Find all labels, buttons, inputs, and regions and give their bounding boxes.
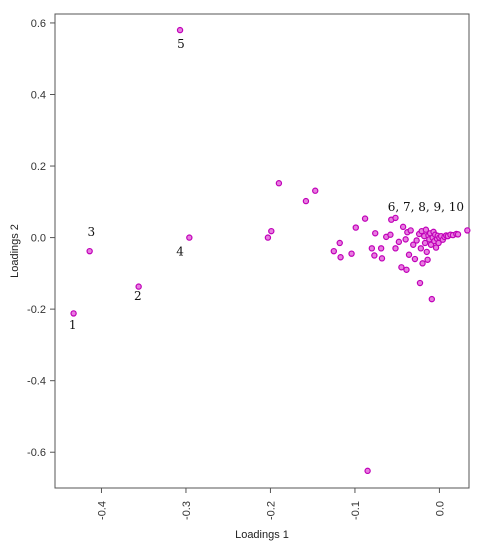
y-axis-title: Loadings 2 — [9, 224, 21, 278]
data-point — [399, 223, 407, 231]
data-point — [352, 224, 359, 231]
point-annotation: 1 — [69, 318, 77, 332]
data-point — [364, 467, 371, 475]
data-point — [368, 245, 376, 252]
data-point — [371, 252, 378, 259]
point-annotations: 1 2 3 4 5 6, 7, 8, 9, 10 — [69, 37, 464, 332]
data-point — [186, 234, 193, 241]
data-point — [361, 215, 369, 222]
data-point — [421, 239, 429, 247]
point-annotation: 6, 7, 8, 9, 10 — [388, 200, 464, 214]
data-point — [407, 227, 414, 234]
y-tick-label: -0.2 — [27, 304, 46, 316]
data-points — [70, 26, 471, 475]
data-point — [405, 251, 413, 258]
y-tick-label: 0.0 — [31, 233, 46, 245]
data-point — [377, 245, 385, 252]
data-point — [275, 180, 283, 187]
data-point — [312, 187, 319, 194]
data-point — [372, 230, 379, 237]
data-point — [336, 239, 343, 247]
data-point — [428, 295, 436, 303]
x-tick-label: -0.3 — [181, 501, 193, 520]
data-point — [398, 264, 405, 271]
data-point — [416, 279, 424, 287]
y-tick-label: 0.6 — [31, 18, 46, 30]
data-point — [378, 255, 386, 262]
data-point — [264, 234, 272, 241]
data-point — [422, 226, 430, 233]
data-point — [135, 283, 142, 290]
y-tick-label: -0.6 — [27, 447, 46, 459]
data-point — [392, 214, 399, 222]
data-point — [410, 241, 417, 248]
point-annotation: 5 — [177, 37, 185, 51]
x-axis-title: Loadings 1 — [235, 529, 289, 541]
data-point — [348, 250, 355, 257]
x-tick-label: 0.0 — [434, 501, 446, 516]
y-axis: 0.6 0.4 0.2 0.0 -0.2 -0.4 -0.6 — [27, 18, 55, 459]
data-point — [402, 236, 409, 243]
x-tick-label: -0.2 — [265, 501, 277, 520]
data-point — [454, 231, 462, 238]
data-point — [176, 26, 184, 34]
data-point — [417, 245, 425, 252]
data-point — [419, 260, 426, 267]
data-point — [432, 244, 440, 251]
x-tick-label: -0.4 — [96, 501, 108, 520]
data-point — [392, 245, 399, 252]
point-annotation: 4 — [176, 244, 184, 258]
data-point — [464, 227, 471, 234]
data-point — [387, 231, 394, 238]
data-point — [411, 255, 419, 263]
data-point — [70, 310, 77, 317]
data-point — [413, 237, 420, 244]
y-tick-label: -0.4 — [27, 376, 46, 388]
data-point — [403, 266, 410, 273]
data-point — [424, 256, 431, 263]
data-point — [395, 238, 403, 246]
y-tick-label: 0.4 — [31, 89, 46, 101]
data-point — [330, 247, 338, 255]
y-tick-label: 0.2 — [31, 161, 46, 173]
data-point — [302, 197, 310, 205]
x-axis: -0.4 -0.3 -0.2 -0.1 0.0 — [96, 488, 446, 520]
point-annotation: 2 — [134, 289, 142, 303]
data-point — [423, 248, 430, 256]
x-tick-label: -0.1 — [350, 501, 362, 520]
point-annotation: 3 — [88, 225, 96, 239]
plot-frame — [54, 13, 470, 489]
data-point — [268, 227, 275, 235]
data-point — [86, 247, 93, 255]
data-point — [337, 254, 344, 261]
